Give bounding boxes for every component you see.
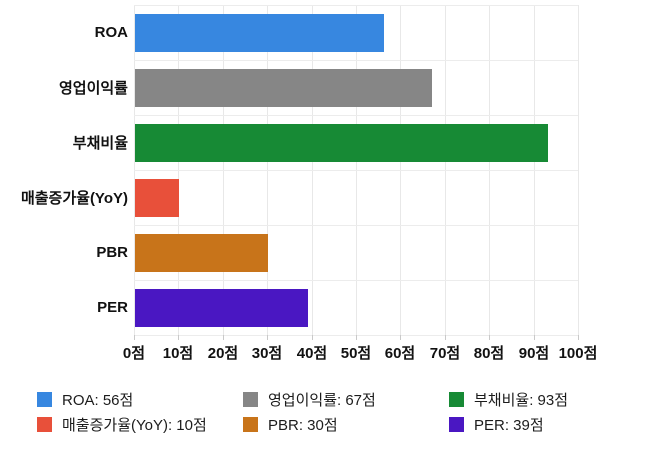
legend-swatch (243, 391, 258, 407)
legend-label: 영업이익률: 67점 (268, 391, 376, 409)
horizontal-gridline (134, 60, 578, 61)
category-label: PBR (96, 244, 128, 261)
x-tick-label: 60점 (384, 345, 416, 362)
x-tick (134, 335, 135, 340)
category-label: 부채비율 (72, 135, 128, 152)
x-tick (178, 335, 179, 340)
legend-item: 매출증가율(YoY): 10점 (37, 416, 243, 434)
legend-label: 매출증가율(YoY): 10점 (62, 416, 207, 434)
x-tick-label: 40점 (296, 345, 328, 362)
vertical-gridline (578, 5, 579, 335)
x-tick (223, 335, 224, 340)
x-tick (356, 335, 357, 340)
horizontal-gridline (134, 170, 578, 171)
legend-label: ROA: 56점 (62, 391, 134, 409)
horizontal-gridline (134, 280, 578, 281)
bar-2 (135, 68, 432, 107)
x-tick (445, 335, 446, 340)
legend-swatch (37, 416, 52, 432)
x-tick-label: 10점 (162, 345, 194, 362)
legend-item: 부채비율: 93점 (449, 391, 650, 409)
legend-label: PBR: 30점 (268, 416, 338, 434)
legend-item: 영업이익률: 67점 (243, 391, 449, 409)
x-tick-label: 20점 (207, 345, 239, 362)
x-tick-label: 70점 (429, 345, 461, 362)
x-tick (534, 335, 535, 340)
horizontal-gridline (134, 5, 578, 6)
legend-label: PER: 39점 (474, 416, 544, 434)
x-tick-label: 50점 (340, 345, 372, 362)
x-tick-label: 90점 (518, 345, 550, 362)
x-tick (400, 335, 401, 340)
x-tick (267, 335, 268, 340)
x-tick (489, 335, 490, 340)
bar-3 (135, 123, 548, 162)
category-label: 영업이익률 (58, 80, 128, 97)
bar-6 (135, 288, 308, 327)
plot-area (134, 5, 579, 336)
x-tick-label: 100점 (558, 345, 598, 362)
bar-1 (135, 13, 384, 52)
legend-swatch (37, 391, 52, 407)
legend-item: ROA: 56점 (37, 391, 243, 409)
legend-label: 부채비율: 93점 (474, 391, 569, 409)
legend-swatch (243, 416, 258, 432)
legend-swatch (449, 416, 464, 432)
x-tick (578, 335, 579, 340)
category-label: 매출증가율(YoY) (20, 190, 128, 207)
x-tick-label: 80점 (473, 345, 505, 362)
bar-4 (135, 178, 179, 217)
bar-5 (135, 233, 268, 272)
category-label: ROA (94, 24, 128, 41)
legend-item: PBR: 30점 (243, 416, 449, 434)
legend-item: PER: 39점 (449, 416, 650, 434)
x-tick-label: 0점 (122, 345, 146, 362)
x-tick (312, 335, 313, 340)
category-label: PER (97, 299, 128, 316)
horizontal-gridline (134, 225, 578, 226)
legend-swatch (449, 391, 464, 407)
x-tick-label: 30점 (251, 345, 283, 362)
horizontal-gridline (134, 115, 578, 116)
